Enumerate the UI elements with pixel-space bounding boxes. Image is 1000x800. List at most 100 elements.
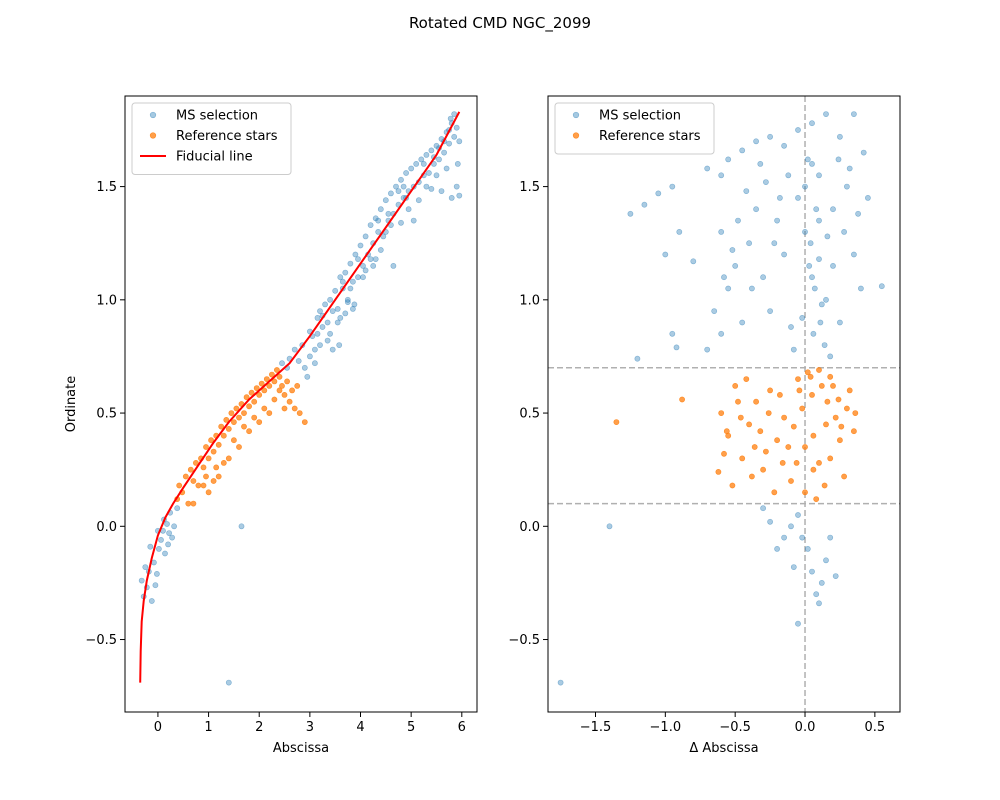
data-point (294, 382, 301, 389)
data-point (284, 378, 290, 385)
data-point (413, 160, 420, 167)
data-point (238, 523, 245, 530)
data-point (327, 296, 333, 303)
data-point (253, 385, 260, 391)
data-point (846, 387, 853, 394)
left-plot: 0 1 2 3 4 5 6 −0.5 0.0 0.5 1.0 1.5 Abscissa Ordina… (64, 95, 478, 756)
data-point (613, 419, 620, 425)
data-point (827, 373, 834, 380)
data-point (785, 444, 792, 450)
data-point (830, 206, 836, 213)
data-point (228, 410, 235, 416)
data-point (781, 414, 787, 421)
data-point (393, 183, 399, 190)
data-point (225, 455, 232, 462)
data-point (210, 448, 217, 455)
data-point (187, 466, 194, 473)
data-point (865, 194, 871, 201)
data-point (162, 550, 168, 557)
data-point (818, 382, 825, 389)
data-point (807, 240, 814, 247)
data-point (835, 156, 842, 163)
data-point (810, 330, 817, 337)
data-point (398, 219, 404, 226)
data-point (423, 183, 430, 190)
data-point (788, 523, 794, 530)
y-tick-label: 1.5 (519, 180, 540, 195)
data-point (301, 419, 308, 425)
data-point (400, 183, 407, 190)
data-point (823, 421, 829, 428)
y-tick-label: 0.0 (96, 520, 117, 535)
data-point (737, 414, 744, 421)
data-point (423, 151, 430, 158)
data-point (827, 534, 834, 541)
data-point (852, 410, 859, 416)
data-point (723, 428, 730, 435)
data-point (352, 251, 359, 258)
data-point (821, 342, 828, 348)
data-point (205, 455, 212, 462)
data-point (349, 305, 356, 312)
data-point (155, 546, 162, 552)
data-point (190, 478, 197, 484)
data-point (208, 437, 214, 444)
data-point (327, 330, 333, 337)
data-point (767, 387, 773, 394)
right-legend-box (554, 102, 715, 155)
data-point (704, 165, 711, 172)
data-point (319, 324, 326, 330)
legend-point-marker (572, 132, 580, 139)
data-point (844, 405, 850, 412)
data-point (362, 233, 369, 240)
data-point (190, 500, 197, 507)
data-point (799, 534, 806, 541)
data-point (453, 124, 460, 131)
data-point (261, 387, 268, 394)
legend-point-marker (149, 132, 157, 139)
data-point (420, 160, 427, 167)
data-point (832, 414, 839, 421)
data-point (858, 285, 864, 292)
data-point (753, 398, 759, 405)
data-point (215, 441, 222, 448)
data-point (809, 120, 815, 127)
data-point (774, 437, 780, 444)
data-point (673, 344, 680, 351)
data-point (763, 448, 769, 455)
data-point (153, 571, 160, 577)
data-point (824, 398, 831, 405)
data-point (281, 405, 288, 412)
data-point (811, 285, 818, 292)
data-point (377, 247, 384, 253)
data-point (627, 210, 634, 217)
data-point (735, 398, 741, 405)
data-point (271, 396, 278, 403)
data-point (317, 308, 323, 314)
data-point (795, 127, 801, 133)
data-point (804, 369, 811, 376)
data-point (721, 450, 727, 457)
y-tick-label: 1.0 (519, 293, 540, 308)
data-point (337, 314, 344, 321)
right-x-axis: −1.5 −1.0 −0.5 0.0 0.5 (580, 712, 885, 735)
data-point (841, 473, 847, 480)
data-point (200, 482, 207, 489)
y-tick-label: 1.0 (96, 293, 117, 308)
data-point (324, 337, 331, 344)
data-point (165, 541, 171, 548)
data-point (164, 521, 170, 527)
data-point (301, 364, 308, 371)
x-tick-label: 4 (356, 720, 364, 735)
right-plot: −1.5 −1.0 −0.5 0.0 0.5 −0.5 0.0 0.5 1.0 1.5 Δ Ab… (508, 95, 901, 756)
data-point (757, 160, 764, 167)
data-point (451, 133, 458, 140)
data-point (372, 215, 379, 222)
data-point (760, 505, 766, 512)
data-point (295, 358, 302, 364)
data-point (342, 310, 349, 317)
data-point (823, 557, 829, 564)
data-point (810, 466, 817, 473)
data-point (236, 414, 242, 421)
data-point (809, 274, 815, 281)
